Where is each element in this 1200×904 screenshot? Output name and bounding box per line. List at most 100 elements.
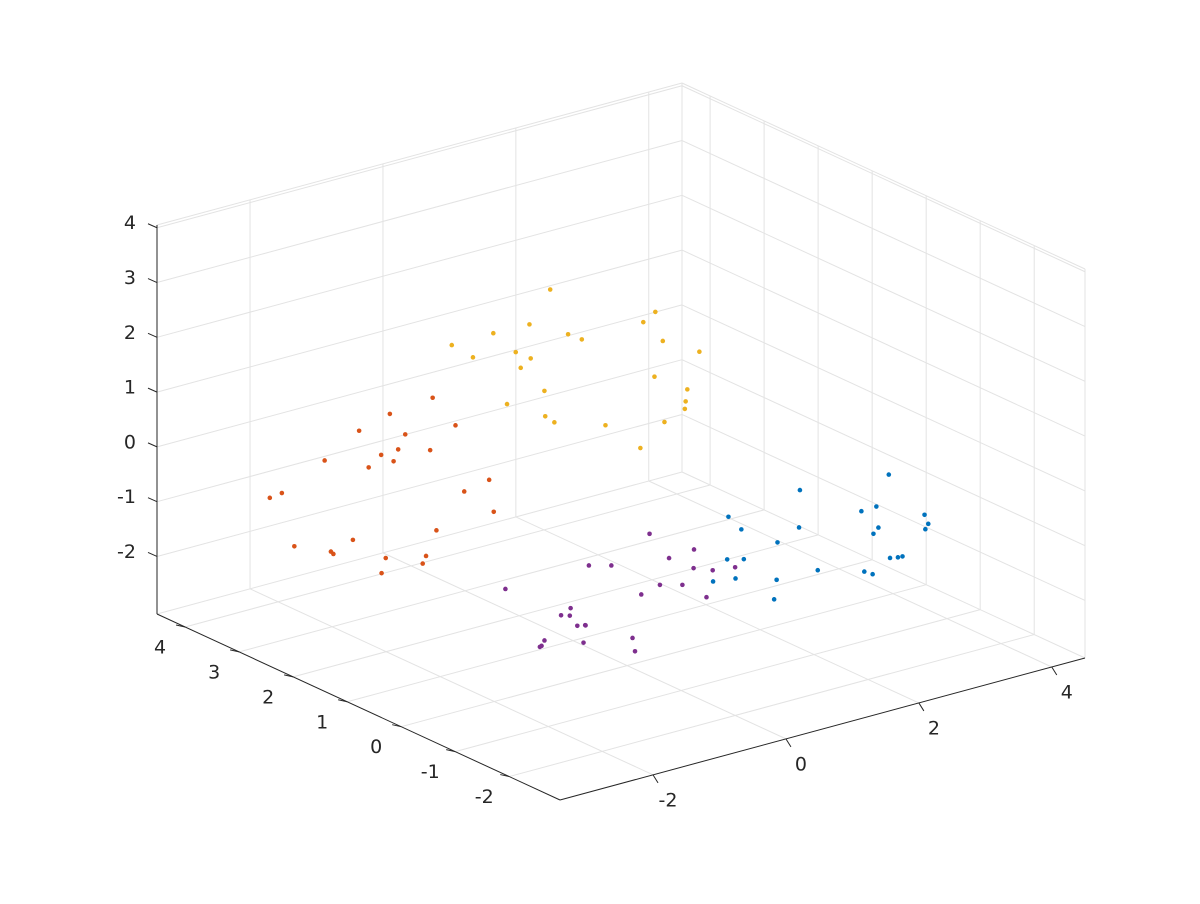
point (683, 399, 688, 404)
z-tick-label: 4 (124, 212, 136, 234)
point (470, 355, 476, 360)
y-axis (156, 613, 561, 801)
point (379, 570, 384, 576)
z-tick (147, 223, 158, 229)
point (402, 432, 408, 437)
point (874, 504, 879, 509)
point (430, 395, 435, 401)
point (558, 612, 564, 618)
z-tick-label: -2 (117, 541, 136, 563)
point (542, 638, 547, 643)
point (513, 349, 519, 355)
grid-line (238, 509, 765, 653)
point (710, 567, 716, 573)
point (653, 309, 658, 315)
point (704, 594, 709, 600)
z-tick (147, 497, 158, 503)
y-tick (284, 674, 294, 678)
point (774, 577, 779, 583)
y-tick-label: 0 (370, 736, 382, 758)
x-tick (918, 702, 925, 712)
box-edge (156, 471, 683, 615)
y-tick (500, 774, 510, 778)
y-tick (392, 724, 402, 728)
grid-line (156, 359, 683, 503)
point (796, 525, 802, 530)
point (279, 490, 285, 496)
grid-line (156, 194, 683, 338)
point (434, 528, 439, 533)
box-edge (681, 471, 1086, 659)
x-tick (1051, 666, 1058, 676)
x-tick-label: 4 (1061, 681, 1073, 703)
point (391, 459, 396, 464)
point (542, 413, 548, 419)
point (647, 531, 652, 537)
z-tick-label: 1 (124, 377, 136, 399)
point (870, 571, 875, 577)
z-tick (147, 278, 158, 283)
point (486, 477, 492, 483)
x-tick-label: 2 (928, 717, 940, 739)
point (547, 287, 553, 292)
point (568, 605, 573, 611)
y-tick-label: 3 (208, 661, 220, 683)
z-tick (147, 442, 158, 448)
point (527, 322, 532, 327)
point (733, 576, 738, 581)
point (453, 423, 458, 428)
point (682, 406, 688, 412)
y-tick-label: 2 (262, 686, 274, 708)
point (680, 582, 685, 588)
point (726, 514, 731, 520)
y-tick-label: -2 (475, 786, 494, 808)
point (638, 592, 644, 597)
x-tick (652, 774, 659, 784)
y-tick (446, 749, 456, 753)
x-tick (785, 738, 792, 748)
grid-line (249, 588, 654, 776)
point (387, 411, 393, 417)
grid-line (509, 634, 1035, 778)
point (378, 452, 384, 458)
point (586, 563, 592, 568)
point (504, 401, 510, 407)
point (503, 586, 508, 592)
grid-line (401, 584, 927, 728)
grid-line (156, 140, 683, 284)
z-tick-label: 0 (124, 431, 136, 453)
y-tick-label: 1 (316, 711, 328, 733)
point (449, 342, 455, 348)
point (267, 495, 273, 501)
point (491, 509, 497, 515)
z-tick (147, 552, 158, 557)
grid-line (455, 609, 981, 753)
point (491, 330, 496, 336)
grid-line (681, 85, 1086, 273)
point (691, 547, 697, 552)
grid-line (648, 480, 1052, 668)
point (925, 521, 931, 527)
point (710, 579, 716, 584)
point (581, 640, 586, 645)
grid-line (156, 304, 683, 448)
point (887, 555, 893, 561)
point (771, 597, 777, 602)
point (427, 447, 433, 453)
grid-line (293, 534, 819, 678)
point (552, 420, 557, 425)
point (603, 422, 608, 428)
point (724, 557, 730, 562)
x-axis (559, 657, 1086, 801)
grid-line (681, 249, 1086, 437)
point (322, 458, 327, 463)
point (662, 419, 667, 425)
grid-line (681, 304, 1086, 492)
grid-line (347, 559, 873, 703)
point (567, 613, 573, 618)
point (461, 489, 467, 494)
point (775, 540, 780, 545)
point (575, 623, 580, 629)
point (632, 648, 638, 654)
box-edge (681, 82, 1086, 270)
